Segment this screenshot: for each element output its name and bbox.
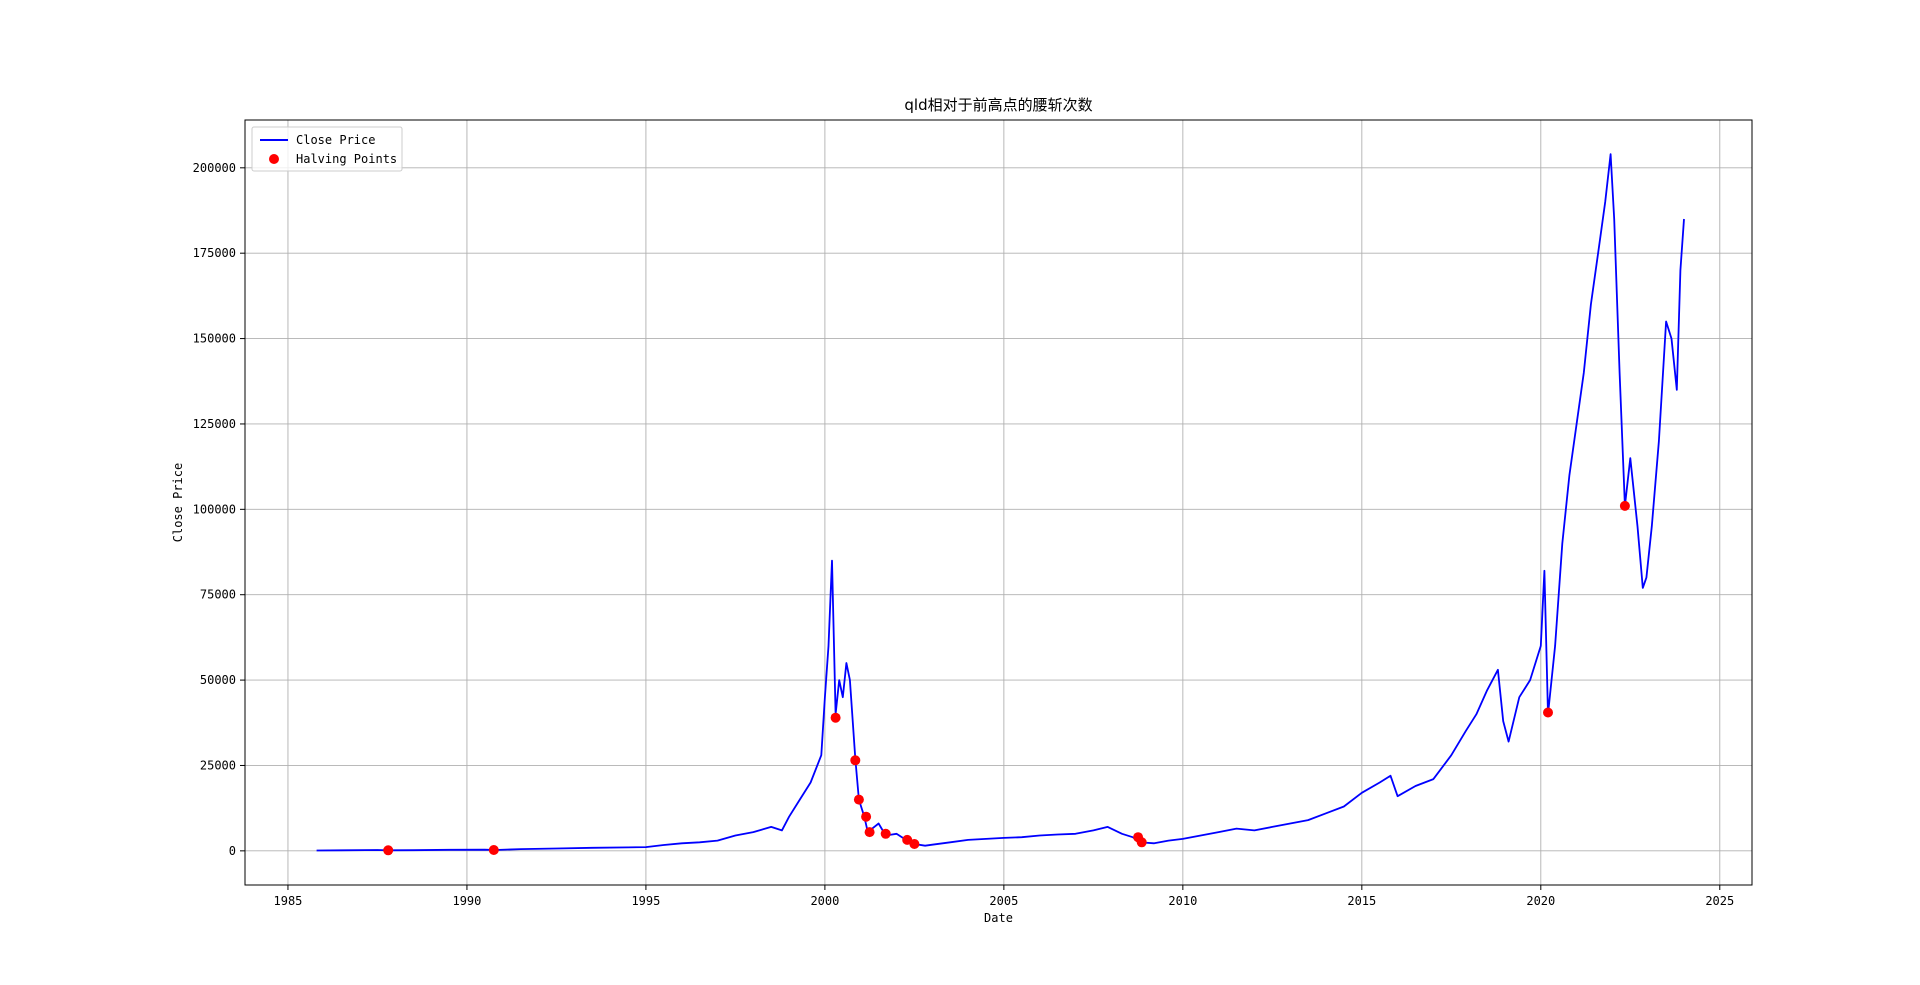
y-tick-label: 100000 xyxy=(193,502,236,516)
plot-frame xyxy=(244,119,1753,886)
grid xyxy=(245,120,1752,885)
y-tick-label: 25000 xyxy=(200,758,236,772)
halving-point xyxy=(1619,500,1630,511)
x-axis-label: Date xyxy=(984,911,1013,925)
halving-point xyxy=(853,794,864,805)
halving-point xyxy=(1543,707,1553,718)
chart-title: qld相对于前高点的腰斩次数 xyxy=(904,96,1092,114)
legend-entry-halving-points: Halving Points xyxy=(296,152,397,166)
y-axis-label: Close Price xyxy=(171,463,185,542)
x-tick-label: 1995 xyxy=(631,894,660,908)
legend-box xyxy=(251,126,403,172)
y-tick-label: 125000 xyxy=(193,417,236,431)
halving-point xyxy=(880,828,891,839)
y-tick-label: 50000 xyxy=(200,673,236,687)
x-tick-label: 2000 xyxy=(810,894,839,908)
x-tick-label: 1985 xyxy=(274,894,303,908)
halving-point xyxy=(850,755,861,766)
halving-point xyxy=(861,811,872,822)
x-tick-label: 2020 xyxy=(1526,894,1555,908)
halving-point xyxy=(830,712,841,723)
x-tick-label: 1990 xyxy=(452,894,481,908)
y-tick-label: 0 xyxy=(229,844,236,858)
y-tick-label: 75000 xyxy=(200,588,236,602)
halving-point xyxy=(909,839,920,849)
halving-point xyxy=(864,827,875,838)
legend-dot-swatch xyxy=(269,154,279,164)
x-tick-label: 2015 xyxy=(1347,894,1376,908)
y-tick-label: 200000 xyxy=(193,161,236,175)
x-tick-label: 2010 xyxy=(1168,894,1197,908)
y-tick-label: 150000 xyxy=(193,332,236,346)
series-layer xyxy=(316,153,1685,856)
ticks: 1985 1990 1995 2000 2005 2010 2015 2020 2025 0 250… xyxy=(193,161,1735,908)
halving-point xyxy=(1136,837,1147,848)
halving-point xyxy=(488,845,499,855)
halving-point xyxy=(383,845,394,856)
legend-entry-close-price: Close Price xyxy=(296,133,375,147)
x-tick-label: 2005 xyxy=(989,894,1018,908)
close-price-line xyxy=(316,153,1685,852)
legend: Close Price Halving Points xyxy=(251,126,403,172)
y-tick-label: 175000 xyxy=(193,246,236,260)
x-tick-label: 2025 xyxy=(1705,894,1734,908)
